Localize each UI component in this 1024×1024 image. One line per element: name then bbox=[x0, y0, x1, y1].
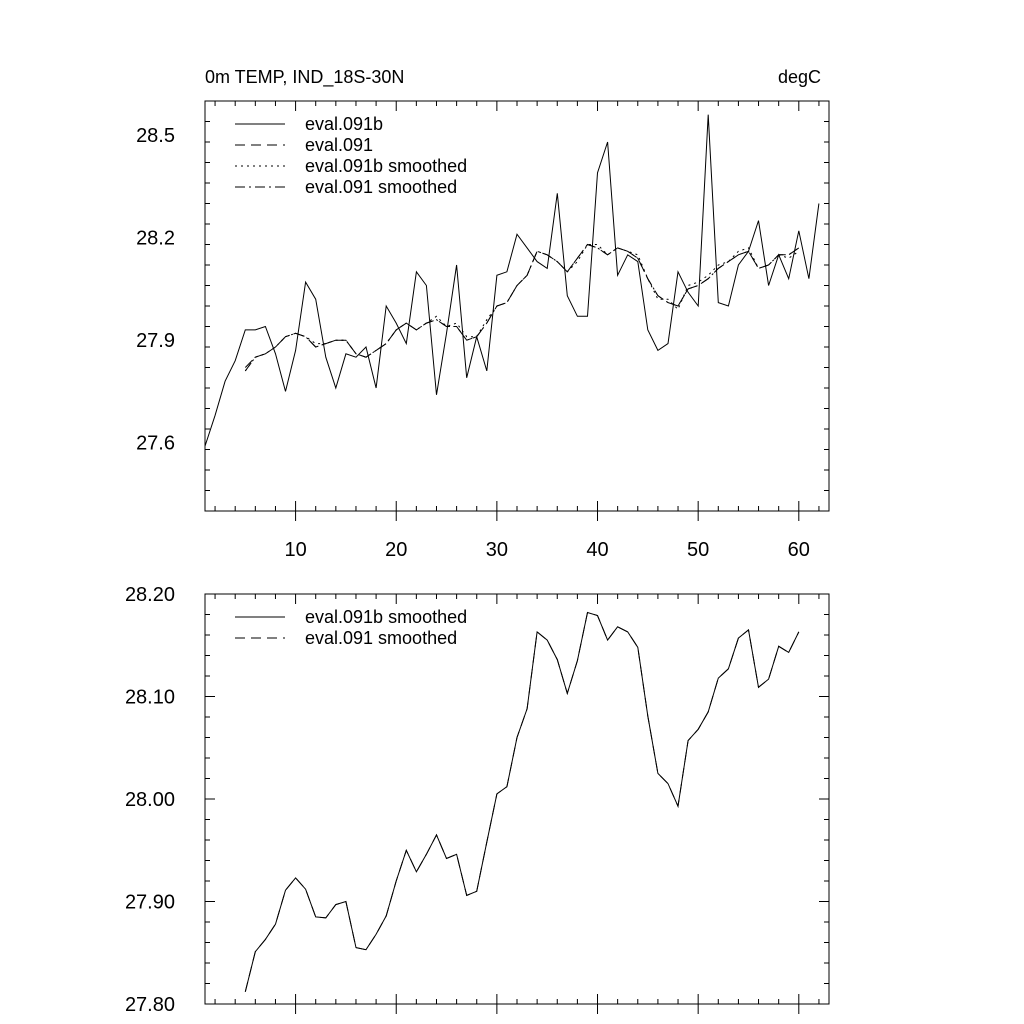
top-chart-title: 0m TEMP, IND_18S-30N bbox=[205, 67, 404, 88]
top-ticks: 10 20 30 40 50 60 27.6 27.9 28.2 28.5 bbox=[136, 100, 829, 561]
y-tick-label: 27.6 bbox=[136, 433, 175, 455]
x-tick-label: 30 bbox=[486, 539, 508, 561]
y-tick-label: 28.20 bbox=[125, 584, 175, 606]
series-line-1 bbox=[244, 243, 800, 372]
legend-label: eval.091b bbox=[305, 114, 383, 134]
series-line-1 bbox=[244, 611, 800, 992]
y-tick-label: 28.2 bbox=[136, 228, 175, 250]
x-tick-label: 60 bbox=[788, 539, 810, 561]
y-tick-label: 28.5 bbox=[136, 125, 175, 147]
series-line-0 bbox=[204, 114, 820, 447]
legend-label: eval.091b smoothed bbox=[305, 156, 467, 176]
legend-label: eval.091b smoothed bbox=[305, 607, 467, 627]
x-tick-label: 10 bbox=[284, 539, 306, 561]
bottom-ticks: 27.80 27.90 28.00 28.10 28.20 bbox=[125, 584, 829, 1016]
y-tick-label: 28.00 bbox=[125, 789, 175, 811]
series-line-0 bbox=[244, 611, 800, 992]
x-tick-label: 20 bbox=[385, 539, 407, 561]
x-tick-label: 40 bbox=[586, 539, 608, 561]
y-tick-label: 27.9 bbox=[136, 330, 175, 352]
bottom-series bbox=[244, 611, 800, 992]
top-plot-frame bbox=[204, 100, 830, 512]
top-panel: 0m TEMP, IND_18S-30N degC 10 20 30 40 50 60 27… bbox=[136, 67, 830, 561]
legend-label: eval.091 smoothed bbox=[305, 177, 457, 197]
legend-label: eval.091 bbox=[305, 135, 373, 155]
y-tick-label: 28.10 bbox=[125, 687, 175, 709]
top-chart-units: degC bbox=[778, 67, 821, 87]
bottom-panel: 27.80 27.90 28.00 28.10 28.20 eval.091b smoo… bbox=[125, 584, 830, 1016]
y-tick-label: 27.80 bbox=[125, 994, 175, 1016]
legend-label: eval.091 smoothed bbox=[305, 628, 457, 648]
top-series bbox=[204, 114, 820, 447]
bottom-plot-frame bbox=[204, 593, 830, 1005]
x-tick-label: 50 bbox=[687, 539, 709, 561]
y-tick-label: 27.90 bbox=[125, 892, 175, 914]
